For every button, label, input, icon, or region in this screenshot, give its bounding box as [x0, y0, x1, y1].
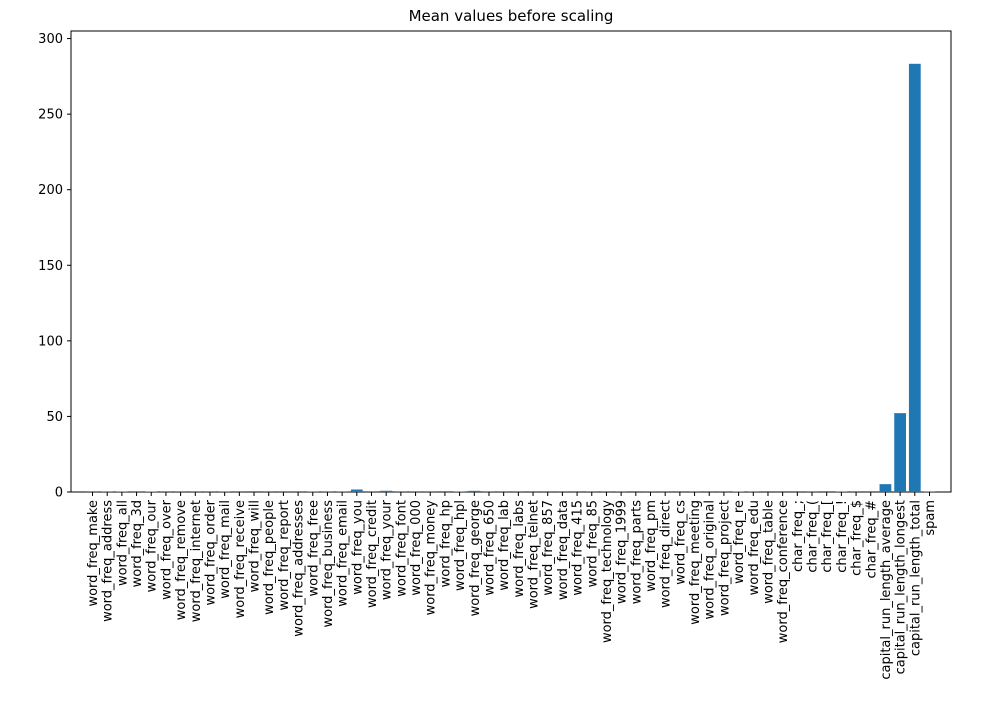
x-tick-label: word_freq_pm	[644, 500, 659, 592]
x-tick-label: word_freq_email	[336, 500, 351, 607]
x-tick-label: word_freq_lab	[497, 500, 512, 591]
x-tick-label: word_freq_report	[277, 500, 292, 611]
x-tick-label: word_freq_cs	[673, 500, 688, 585]
x-tick-label: char_freq_;	[791, 500, 806, 572]
x-tick-label: word_freq_people	[262, 500, 277, 615]
y-tick-label: 100	[38, 334, 63, 349]
bars-group	[86, 63, 936, 493]
x-tick-label: word_freq_data	[556, 500, 571, 600]
bar-word_freq_will	[248, 491, 260, 492]
x-tick-label: word_freq_project	[717, 500, 732, 616]
x-tick-label: char_freq_(	[806, 500, 821, 573]
x-tick-label: word_freq_original	[703, 500, 718, 619]
x-tick-label: char_freq_[	[820, 500, 835, 573]
x-tick-label: word_freq_meeting	[688, 500, 703, 625]
x-tick-label: word_freq_650	[482, 500, 497, 596]
x-tick-label: char_freq_#	[864, 500, 879, 578]
bar-word_freq_your	[380, 490, 393, 492]
y-tick-label: 0	[55, 486, 63, 501]
x-tick-label: word_freq_receive	[233, 500, 248, 618]
x-tick-label: capital_run_length_longest	[894, 500, 909, 674]
bar-word_freq_george	[468, 490, 481, 492]
x-tick-label: word_freq_our	[145, 499, 160, 592]
x-tick-label: word_freq_labs	[512, 500, 527, 598]
plot-area-frame	[70, 30, 952, 493]
x-tick-label: char_freq_$	[850, 500, 865, 576]
x-tick-label: word_freq_your	[380, 499, 395, 600]
x-tick-label: word_freq_3d	[130, 500, 145, 587]
x-tick-label: capital_run_length_average	[879, 500, 894, 680]
x-tick-label: word_freq_conference	[776, 500, 791, 643]
bar-capital_run_length_average	[879, 484, 892, 492]
y-axis: 0 50 100 150 200 250 300	[38, 32, 71, 501]
x-tick-label: word_freq_re	[732, 500, 747, 584]
x-tick-label: word_freq_make	[86, 500, 101, 607]
x-tick-label: word_freq_all	[115, 500, 130, 586]
x-tick-label: word_freq_address	[101, 500, 116, 622]
x-tick-label: spam	[923, 500, 938, 536]
x-tick-label: word_freq_technology	[600, 500, 615, 643]
x-tick-label: word_freq_85	[585, 500, 600, 587]
y-tick-label: 300	[38, 32, 63, 47]
bar-capital_run_length_total	[908, 63, 921, 493]
x-tick-label: word_freq_edu	[747, 500, 762, 595]
bar-spam	[923, 491, 936, 492]
y-tick-label: 50	[46, 410, 63, 425]
x-tick-label: word_freq_you	[350, 500, 365, 595]
x-tick-label: word_freq_hpl	[453, 500, 468, 591]
x-tick-label: capital_run_length_total	[908, 500, 923, 656]
bar-capital_run_length_longest	[894, 413, 906, 492]
x-tick-label: word_freq_credit	[365, 500, 380, 608]
x-tick-label: word_freq_hp	[438, 500, 453, 587]
x-tick-label: word_freq_1999	[615, 500, 630, 604]
x-tick-label: word_freq_font	[394, 500, 409, 597]
x-tick-label: word_freq_mail	[218, 500, 233, 599]
x-tick-label: word_freq_remove	[174, 500, 189, 620]
x-tick-label: word_freq_business	[321, 500, 336, 628]
y-tick-label: 150	[38, 259, 63, 274]
x-tick-label: word_freq_direct	[659, 500, 674, 608]
x-tick-label: word_freq_parts	[629, 500, 644, 605]
x-tick-label: word_freq_over	[159, 499, 174, 599]
x-tick-label: word_freq_857	[541, 500, 556, 596]
bar-word_freq_you	[350, 489, 363, 492]
x-tick-label: word_freq_addresses	[292, 500, 307, 637]
chart-title: Mean values before scaling	[409, 7, 614, 25]
x-tick-label: word_freq_will	[248, 500, 263, 592]
x-tick-label: word_freq_internet	[189, 500, 204, 622]
x-tick-label: word_freq_000	[409, 500, 424, 596]
x-tick-label: word_freq_415	[571, 500, 586, 596]
x-tick-label: word_freq_george	[468, 500, 483, 616]
y-tick-label: 250	[38, 108, 63, 123]
x-tick-label: word_freq_table	[761, 500, 776, 604]
x-tick-label: word_freq_telnet	[527, 500, 542, 609]
x-tick-label: word_freq_money	[424, 500, 439, 616]
x-tick-label: char_freq_!	[835, 500, 850, 573]
x-tick-label: word_freq_order	[203, 499, 218, 605]
bar-word_freq_hp	[439, 491, 451, 492]
x-tick-label: word_freq_free	[306, 500, 321, 596]
y-tick-label: 200	[38, 183, 63, 198]
x-axis: word_freq_make word_freq_address word_freq…	[86, 492, 938, 680]
